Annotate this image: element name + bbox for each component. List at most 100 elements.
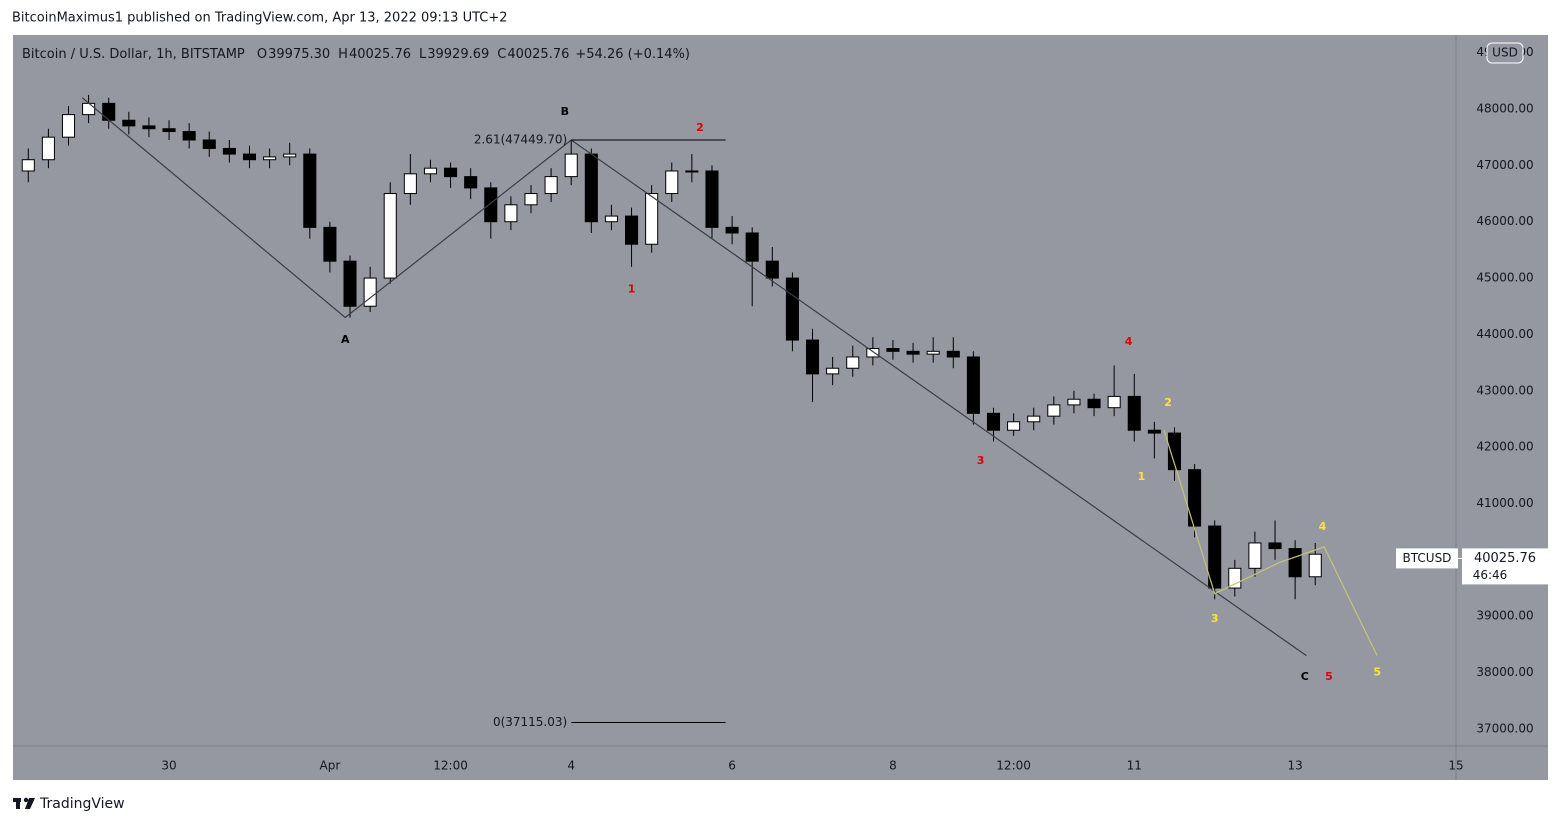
candle-body — [1268, 542, 1282, 550]
wave-label: 1 — [1138, 470, 1146, 483]
candle-body — [826, 367, 840, 375]
candle-body — [122, 119, 136, 127]
candle-body — [1308, 553, 1322, 578]
candle-body — [544, 176, 558, 195]
candle-body — [584, 153, 598, 223]
candle-body — [343, 260, 357, 307]
candle-body — [403, 173, 417, 195]
last-price: 40025.76 — [1474, 551, 1536, 566]
candle-body — [1067, 398, 1081, 406]
change: +54.26 (+0.14%) — [575, 47, 690, 62]
y-tick-label: 46000.00 — [1476, 214, 1533, 228]
symbol-label: BTCUSD — [1403, 551, 1452, 565]
candle-body — [242, 153, 257, 161]
currency-badge — [1486, 42, 1524, 64]
y-tick-label: 45000.00 — [1476, 271, 1533, 285]
x-tick-label: 13 — [1287, 759, 1302, 773]
candle-body — [102, 102, 116, 121]
ohlc-value: 39929.69 — [427, 47, 489, 62]
x-tick-label: 15 — [1448, 759, 1463, 773]
candle-body — [41, 136, 55, 161]
y-tick-label: 43000.00 — [1476, 383, 1533, 397]
candle-body — [1248, 542, 1262, 569]
symbol-legend: Bitcoin / U.S. Dollar, 1h, BITSTAMP O399… — [22, 47, 690, 62]
candle-body — [946, 350, 960, 358]
candle-body — [1107, 395, 1121, 409]
candle-body — [1027, 415, 1041, 423]
candle-body — [1228, 567, 1242, 589]
candle-body — [383, 193, 397, 279]
ohlc-key: O — [257, 47, 267, 62]
candle-body — [323, 226, 337, 262]
wave-label: 4 — [1125, 335, 1133, 348]
y-tick-label: 41000.00 — [1476, 496, 1533, 510]
candle-body — [1147, 429, 1161, 434]
candle-body — [222, 147, 236, 155]
candle-body — [725, 226, 739, 234]
symbol-badge — [1396, 548, 1458, 569]
candle-body — [926, 350, 940, 355]
candle-body — [665, 170, 679, 195]
x-tick-label: 6 — [728, 759, 736, 773]
candle-body — [162, 128, 176, 133]
wave-label: 5 — [1373, 666, 1381, 679]
x-tick-label: 8 — [889, 759, 897, 773]
wave-label: 4 — [1319, 520, 1327, 533]
candle-body — [966, 356, 980, 414]
candle-body — [1167, 432, 1182, 471]
wave-label: 5 — [1325, 670, 1333, 683]
wave-label: 2 — [1164, 396, 1172, 409]
x-tick-label: 11 — [1127, 759, 1142, 773]
wave-label: 1 — [628, 282, 636, 295]
candle-body — [906, 350, 920, 355]
candle-body — [283, 153, 297, 158]
tradingview-logo — [13, 797, 35, 809]
ohlc-key: L — [419, 47, 427, 62]
countdown: 46:46 — [1473, 568, 1508, 582]
candle-body — [504, 204, 518, 223]
fib-label: 2.61(47449.70) — [474, 133, 567, 147]
wave-label: 2 — [696, 121, 704, 134]
candle-body — [1188, 469, 1202, 527]
ohlc-key: C — [497, 47, 506, 62]
candle-body — [263, 156, 277, 161]
wave-label: B — [561, 105, 569, 118]
candle-body — [785, 277, 799, 341]
candle-body — [986, 412, 1001, 431]
candle-body — [524, 193, 538, 206]
chart-background — [13, 35, 1548, 780]
candle-body — [202, 139, 216, 149]
candle-body — [705, 170, 719, 228]
candle-body — [444, 167, 458, 178]
candle-body — [564, 153, 578, 178]
ohlc-value: 40025.76 — [507, 47, 569, 62]
y-tick-label: 39000.00 — [1476, 609, 1533, 623]
x-tick-label: Apr — [320, 759, 341, 773]
price-badge — [1462, 548, 1548, 585]
candle-body — [82, 102, 96, 116]
candle-body — [182, 131, 196, 141]
candle-body — [886, 348, 900, 352]
candle-body — [1208, 525, 1222, 589]
ohlc-value: 40025.76 — [349, 47, 411, 62]
y-tick-label: 47000.00 — [1476, 158, 1533, 172]
candle-body — [1007, 421, 1021, 431]
candle-body — [21, 159, 35, 172]
candle-body — [685, 170, 699, 173]
candle-body — [846, 356, 860, 369]
x-tick-label: 30 — [161, 759, 176, 773]
y-tick-label: 37000.00 — [1476, 721, 1533, 735]
candle-body — [484, 187, 498, 223]
candle-body — [805, 339, 820, 375]
candle-body — [1127, 395, 1141, 431]
wave-line — [1163, 430, 1378, 656]
x-tick-label: 4 — [567, 759, 575, 773]
wave-label: 3 — [977, 454, 985, 467]
candle-body — [745, 232, 759, 262]
candle-body — [1087, 398, 1101, 409]
candle-body — [142, 125, 156, 130]
wave-line — [81, 97, 1307, 657]
y-tick-label: 44000.00 — [1476, 327, 1533, 341]
wave-label: A — [341, 333, 350, 346]
